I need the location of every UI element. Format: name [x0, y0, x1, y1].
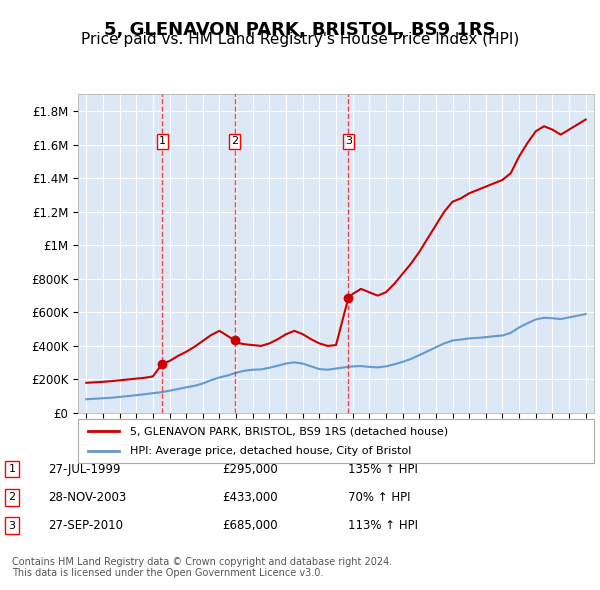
Text: 27-JUL-1999: 27-JUL-1999: [48, 463, 121, 476]
Text: 1: 1: [8, 464, 16, 474]
Text: 2: 2: [8, 493, 16, 502]
Text: 3: 3: [345, 136, 352, 146]
Text: £295,000: £295,000: [222, 463, 278, 476]
Text: 5, GLENAVON PARK, BRISTOL, BS9 1RS: 5, GLENAVON PARK, BRISTOL, BS9 1RS: [104, 21, 496, 39]
Text: Contains HM Land Registry data © Crown copyright and database right 2024.
This d: Contains HM Land Registry data © Crown c…: [12, 556, 392, 578]
Text: 2: 2: [231, 136, 238, 146]
Text: 1: 1: [159, 136, 166, 146]
Text: 3: 3: [8, 521, 16, 530]
Text: 28-NOV-2003: 28-NOV-2003: [48, 491, 126, 504]
Text: Price paid vs. HM Land Registry's House Price Index (HPI): Price paid vs. HM Land Registry's House …: [81, 32, 519, 47]
Text: £685,000: £685,000: [222, 519, 278, 532]
Text: 113% ↑ HPI: 113% ↑ HPI: [348, 519, 418, 532]
Text: £433,000: £433,000: [222, 491, 278, 504]
Text: 27-SEP-2010: 27-SEP-2010: [48, 519, 123, 532]
Text: 135% ↑ HPI: 135% ↑ HPI: [348, 463, 418, 476]
Text: HPI: Average price, detached house, City of Bristol: HPI: Average price, detached house, City…: [130, 446, 411, 455]
Text: 5, GLENAVON PARK, BRISTOL, BS9 1RS (detached house): 5, GLENAVON PARK, BRISTOL, BS9 1RS (deta…: [130, 427, 448, 436]
Text: 70% ↑ HPI: 70% ↑ HPI: [348, 491, 410, 504]
